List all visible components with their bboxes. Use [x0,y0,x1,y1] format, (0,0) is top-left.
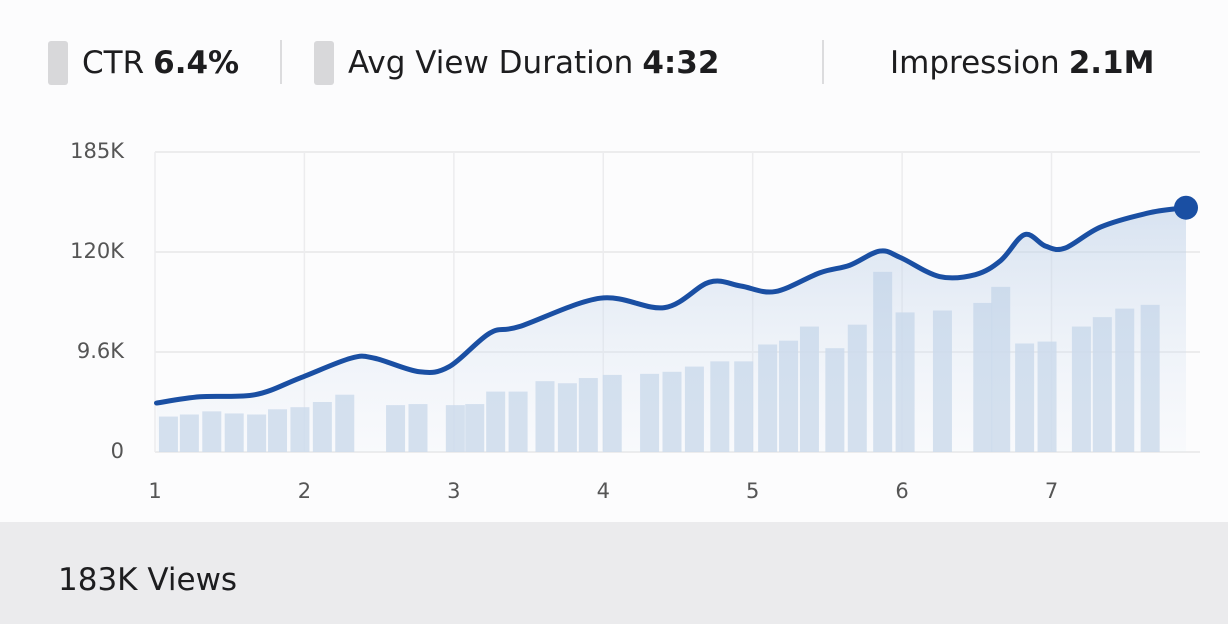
stat-icon [314,41,334,85]
line-area [156,207,1187,452]
stat-label: Avg View Duration [348,45,634,81]
stat-ctr: CTR 6.4% [48,40,239,86]
y-tick-label: 120K [70,239,125,263]
stat-value: 6.4% [153,45,240,81]
footer-text: 183K Views [58,562,238,598]
stat-impression: Impression 2.1M [890,40,1154,86]
x-tick-label: 7 [1045,479,1058,503]
x-tick-label: 3 [447,479,460,503]
end-point [1174,195,1198,220]
x-tick-label: 5 [746,479,759,503]
stat-duration: Avg View Duration 4:32 [314,40,719,86]
stat-value: 4:32 [642,45,720,81]
x-tick-label: 2 [298,479,311,503]
divider [822,40,824,84]
y-tick-label: 0 [111,439,124,463]
y-tick-label: 9.6K [77,339,125,363]
x-tick-label: 4 [597,479,610,503]
footer: 183K Views [0,522,1228,624]
x-tick-label: 6 [895,479,908,503]
stat-label: CTR [82,45,145,81]
y-tick-label: 185K [70,139,125,163]
stats-bar: CTR 6.4% Avg View Duration 4:32 Impression… [0,0,1228,128]
stat-value: 2.1M [1068,45,1155,81]
stat-label: Impression [890,45,1060,81]
divider [280,40,282,84]
x-tick-label: 1 [148,479,161,503]
stat-icon [48,41,68,85]
chart: 0 9.6K 120K 185K 1 2 3 4 5 6 7 [70,139,1200,503]
line [153,205,1189,406]
